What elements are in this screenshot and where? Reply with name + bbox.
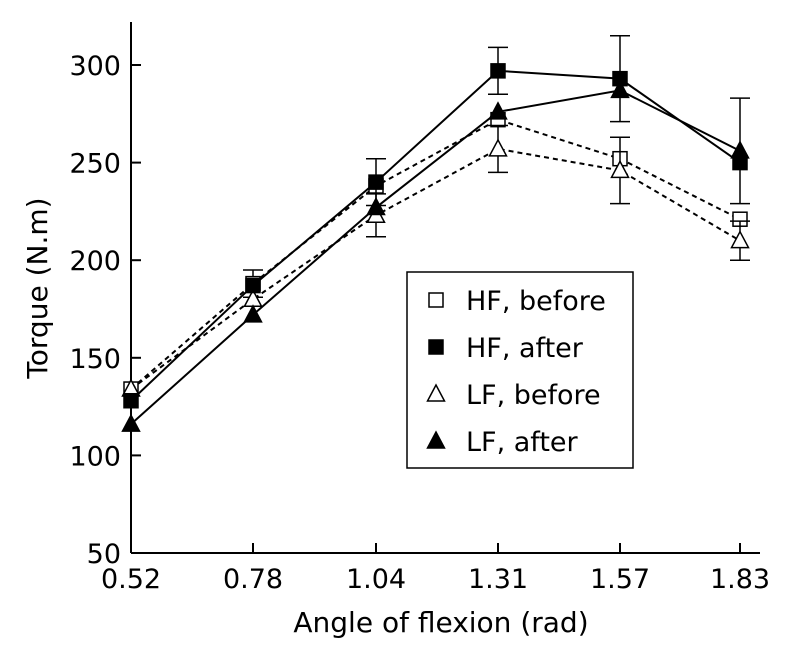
x-tick-label: 0.78 xyxy=(223,564,283,595)
data-point xyxy=(730,140,750,159)
y-axis-label: Torque (N.m) xyxy=(21,197,54,379)
x-tick-label: 1.04 xyxy=(346,564,406,595)
legend-box xyxy=(406,271,634,469)
data-point xyxy=(368,174,384,190)
x-tick-label: 1.57 xyxy=(590,564,650,595)
legend: HF, before HF, after LF, before LF, after xyxy=(406,271,634,469)
series-line xyxy=(130,118,741,390)
series-3 xyxy=(121,79,750,432)
data-point xyxy=(730,230,750,249)
series-line xyxy=(130,147,741,390)
legend-label: LF, after xyxy=(466,427,579,458)
series-1 xyxy=(123,34,748,409)
legend-label: HF, after xyxy=(466,333,584,364)
legend-marker xyxy=(428,339,444,355)
series-layer xyxy=(121,34,750,432)
data-point xyxy=(488,101,508,120)
x-tick-label: 0.52 xyxy=(101,564,161,595)
x-axis-label: Angle of flexion (rad) xyxy=(293,606,588,639)
y-tick-label: 100 xyxy=(69,441,121,472)
y-ticks: 50 100 150 200 250 300 xyxy=(69,51,141,570)
legend-marker xyxy=(428,292,444,308)
legend-marker xyxy=(426,383,446,402)
y-tick-label: 50 xyxy=(87,539,121,570)
data-point xyxy=(121,413,141,432)
data-point xyxy=(488,138,508,157)
legend-marker xyxy=(426,430,446,449)
y-tick-label: 250 xyxy=(69,149,121,180)
series-line xyxy=(130,89,741,425)
y-tick-label: 300 xyxy=(69,51,121,82)
y-tick-label: 200 xyxy=(69,246,121,277)
data-point xyxy=(366,196,386,216)
x-ticks: 0.52 0.78 1.04 1.31 1.57 1.83 xyxy=(101,543,770,595)
data-point xyxy=(123,392,139,409)
legend-label: HF, before xyxy=(466,286,606,317)
legend-items: HF, before HF, after LF, before LF, after xyxy=(426,286,606,458)
data-point xyxy=(610,79,630,99)
x-tick-label: 1.31 xyxy=(468,564,528,595)
x-tick-label: 1.83 xyxy=(710,564,770,595)
data-point xyxy=(245,277,261,294)
axes xyxy=(130,22,760,554)
data-point xyxy=(610,159,630,179)
data-point xyxy=(490,63,506,79)
data-point xyxy=(243,304,263,323)
legend-label: LF, before xyxy=(466,380,601,411)
series-line xyxy=(130,69,741,402)
y-tick-label: 150 xyxy=(69,344,121,375)
